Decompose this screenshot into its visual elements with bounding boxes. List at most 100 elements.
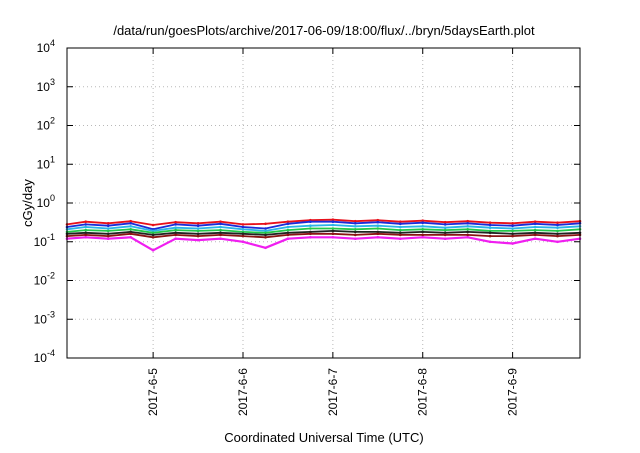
data-point <box>511 242 514 245</box>
y-tick-exponent: 2 <box>50 116 55 126</box>
data-point <box>129 225 132 228</box>
data-point <box>309 236 312 239</box>
data-point <box>241 223 245 226</box>
data-point <box>556 234 559 238</box>
y-tick-label: 101 <box>37 154 55 171</box>
data-point <box>443 231 447 235</box>
data-point <box>309 227 312 230</box>
data-point <box>443 237 447 240</box>
data-point <box>151 249 155 252</box>
data-point <box>511 224 514 227</box>
x-tick-label: 2017-6-9 <box>506 368 520 416</box>
data-point <box>511 229 514 233</box>
series-3 <box>65 223 582 233</box>
data-point <box>466 228 470 231</box>
data-point <box>219 225 222 229</box>
y-tick-base: 10 <box>34 274 48 288</box>
data-point <box>556 240 559 244</box>
data-point <box>556 232 559 236</box>
data-point <box>556 223 559 227</box>
data-point <box>354 228 357 231</box>
data-point <box>174 220 177 224</box>
chart-title: /data/run/goesPlots/archive/2017-06-09/1… <box>113 23 535 38</box>
data-point <box>511 232 514 236</box>
data-point <box>196 229 200 233</box>
data-point <box>196 238 200 242</box>
data-point <box>421 233 425 237</box>
data-point <box>241 230 245 234</box>
y-tick-exponent: -4 <box>47 348 55 358</box>
data-point <box>106 224 110 227</box>
data-point <box>443 220 447 224</box>
data-point <box>511 222 514 225</box>
data-point <box>286 220 290 223</box>
data-point <box>354 230 357 234</box>
y-tick-base: 10 <box>34 351 48 365</box>
data-point <box>399 228 402 232</box>
data-point <box>129 228 132 231</box>
data-point <box>84 233 87 237</box>
data-point <box>84 223 87 226</box>
data-point <box>533 237 537 240</box>
y-tick-label: 102 <box>37 116 55 133</box>
data-point <box>421 219 425 222</box>
data-point <box>219 237 222 240</box>
data-point <box>106 234 110 238</box>
data-point <box>286 228 290 232</box>
y-tick-base: 10 <box>34 235 48 249</box>
data-point <box>376 220 380 224</box>
data-point <box>421 221 425 224</box>
data-point <box>533 222 537 226</box>
data-point <box>533 220 537 223</box>
data-point <box>399 225 402 229</box>
data-point <box>151 223 155 227</box>
data-point <box>466 230 470 234</box>
series-line <box>66 236 581 252</box>
data-point <box>219 233 222 237</box>
data-point <box>84 231 87 235</box>
series-4 <box>65 227 582 235</box>
data-point <box>241 232 245 236</box>
data-point <box>421 236 425 239</box>
data-point <box>466 222 470 225</box>
y-tick-exponent: 0 <box>50 193 55 203</box>
data-point <box>331 236 335 239</box>
x-tick-label: 2017-6-7 <box>326 368 340 416</box>
series-line <box>66 220 581 231</box>
data-point <box>286 233 290 237</box>
y-tick-base: 10 <box>34 312 48 326</box>
data-point <box>264 222 267 226</box>
grid <box>67 48 580 358</box>
y-tick-label: 10-3 <box>34 309 55 326</box>
data-point <box>219 222 222 226</box>
data-point <box>219 231 222 235</box>
data-point <box>354 233 357 237</box>
data-point <box>556 221 559 224</box>
data-point <box>399 231 402 235</box>
series-line <box>66 227 581 234</box>
data-point <box>309 220 312 223</box>
series-group <box>65 218 582 252</box>
data-point <box>174 228 177 232</box>
data-point <box>533 233 537 237</box>
data-point <box>443 228 447 232</box>
data-point <box>533 225 537 229</box>
data-point <box>309 224 312 227</box>
data-point <box>264 246 267 250</box>
data-point <box>354 222 357 225</box>
data-point <box>174 233 177 237</box>
data-point <box>286 222 290 226</box>
data-point <box>174 237 177 240</box>
data-point <box>264 236 267 239</box>
data-point <box>376 227 380 230</box>
data-point <box>443 223 447 226</box>
data-point <box>174 223 177 226</box>
y-tick-label: 10-4 <box>34 348 55 365</box>
data-point <box>421 225 425 228</box>
data-point <box>106 232 110 236</box>
data-point <box>196 234 200 238</box>
data-point <box>354 225 357 228</box>
